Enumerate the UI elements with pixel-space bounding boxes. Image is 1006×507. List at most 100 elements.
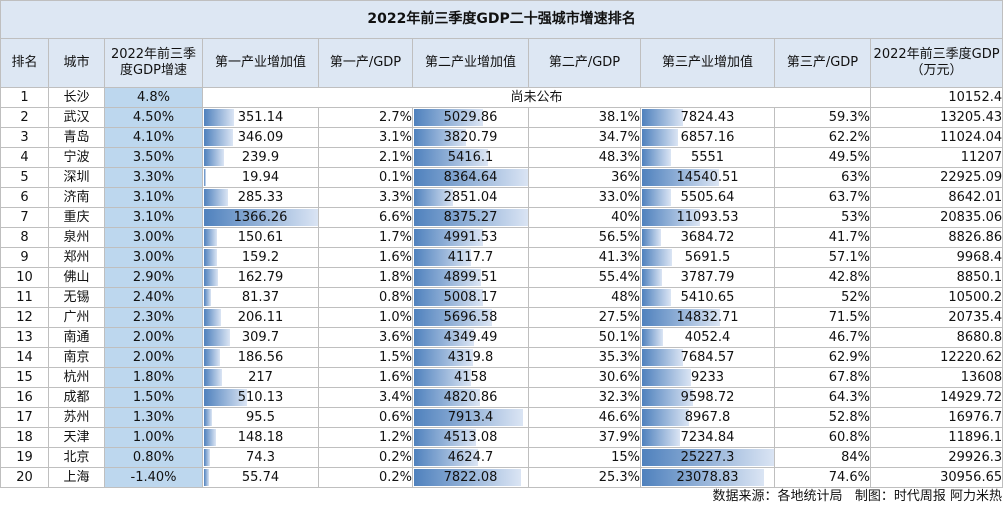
city-cell: 郑州 bbox=[48, 247, 105, 268]
tertiary-value-cell-value: 9233 bbox=[690, 370, 725, 385]
secondary-value-cell-bar bbox=[414, 269, 482, 286]
growth-cell: 4.10% bbox=[104, 127, 203, 148]
secondary-share-cell: 34.7% bbox=[528, 127, 641, 148]
tertiary-share-cell: 74.6% bbox=[774, 467, 871, 488]
table-row: 6 济南 3.10% 285.33 3.3% 2851.04 33.0% 5505.64 63.… bbox=[0, 187, 1004, 208]
secondary-value-cell-bar bbox=[414, 449, 478, 466]
secondary-value-cell-value: 4117.7 bbox=[447, 250, 494, 265]
secondary-value-cell-bar bbox=[414, 469, 522, 486]
growth-cell: 3.00% bbox=[104, 227, 203, 248]
secondary-value-cell-bar bbox=[414, 209, 528, 226]
tertiary-value-cell: 7234.84 bbox=[640, 427, 775, 448]
tertiary-value-cell-value: 9598.72 bbox=[680, 390, 735, 405]
primary-value-cell-bar bbox=[204, 209, 318, 226]
secondary-share-cell: 50.1% bbox=[528, 327, 641, 348]
growth-cell: 3.50% bbox=[104, 147, 203, 168]
tertiary-value-cell: 3787.79 bbox=[640, 267, 775, 288]
city-cell: 无锡 bbox=[48, 287, 105, 308]
secondary-value-cell-value: 4349.49 bbox=[443, 330, 498, 345]
tertiary-value-cell: 14540.51 bbox=[640, 167, 775, 188]
table-row: 19 北京 0.80% 74.3 0.2% 4624.7 15% 25227.3 84% 2992… bbox=[0, 447, 1004, 468]
primary-value-cell-value: 206.11 bbox=[237, 310, 284, 325]
primary-value-cell-bar bbox=[204, 349, 220, 366]
tertiary-value-cell-bar bbox=[642, 329, 664, 346]
secondary-value-cell-bar bbox=[414, 169, 528, 186]
tertiary-value-cell: 25227.3 bbox=[640, 447, 775, 468]
tertiary-value-cell-bar bbox=[642, 349, 683, 366]
table-row: 13 南通 2.00% 309.7 3.6% 4349.49 50.1% 4052.4 46.7… bbox=[0, 327, 1004, 348]
tertiary-value-cell: 11093.53 bbox=[640, 207, 775, 228]
tertiary-share-cell: 62.9% bbox=[774, 347, 871, 368]
tertiary-value-cell-value: 7234.84 bbox=[680, 430, 735, 445]
primary-share-cell: 3.3% bbox=[318, 187, 413, 208]
gdp-cell: 8826.86 bbox=[869, 227, 1004, 248]
header-primary-value: 第一产业增加值 bbox=[202, 38, 319, 88]
secondary-value-cell: 4158 bbox=[412, 367, 529, 388]
secondary-value-cell: 5696.58 bbox=[412, 307, 529, 328]
rank-cell: 2 bbox=[0, 107, 49, 128]
tertiary-value-cell: 8967.8 bbox=[640, 407, 775, 428]
secondary-value-cell: 5008.17 bbox=[412, 287, 529, 308]
gdp-cell: 11024.04 bbox=[869, 127, 1004, 148]
primary-value-cell: 239.9 bbox=[202, 147, 319, 168]
secondary-value-cell-value: 4319.8 bbox=[447, 350, 494, 365]
primary-value-cell-bar bbox=[204, 389, 247, 406]
tertiary-share-cell: 63% bbox=[774, 167, 871, 188]
tertiary-value-cell-value: 5691.5 bbox=[684, 250, 731, 265]
growth-cell: 1.50% bbox=[104, 387, 203, 408]
primary-value-cell-value: 19.94 bbox=[241, 170, 280, 185]
growth-cell: 3.00% bbox=[104, 247, 203, 268]
tertiary-value-cell-bar bbox=[642, 249, 672, 266]
secondary-value-cell-value: 4513.08 bbox=[443, 430, 498, 445]
city-cell: 北京 bbox=[48, 447, 105, 468]
rank-cell: 4 bbox=[0, 147, 49, 168]
secondary-value-cell-value: 7913.4 bbox=[447, 410, 494, 425]
secondary-value-cell: 8364.64 bbox=[412, 167, 529, 188]
header-secondary-value: 第二产业增加值 bbox=[412, 38, 529, 88]
secondary-value-cell-value: 5029.86 bbox=[443, 110, 498, 125]
primary-share-cell: 3.1% bbox=[318, 127, 413, 148]
tertiary-value-cell-bar bbox=[642, 369, 691, 386]
header-growth: 2022年前三季度GDP增速 bbox=[104, 38, 203, 88]
secondary-value-cell-bar bbox=[414, 409, 523, 426]
gdp-table: 2022年前三季度GDP二十强城市增速排名 排名 城市 2022年前三季度GDP… bbox=[0, 0, 1004, 488]
tertiary-value-cell: 5505.64 bbox=[640, 187, 775, 208]
primary-value-cell-bar bbox=[204, 109, 234, 126]
primary-value-cell-bar bbox=[204, 309, 222, 326]
tertiary-value-cell-bar bbox=[642, 309, 721, 326]
growth-cell: 1.80% bbox=[104, 367, 203, 388]
primary-share-cell: 3.6% bbox=[318, 327, 413, 348]
tertiary-value-cell-value: 5551 bbox=[690, 150, 725, 165]
primary-share-cell: 3.4% bbox=[318, 387, 413, 408]
rank-cell: 13 bbox=[0, 327, 49, 348]
header-row: 排名 城市 2022年前三季度GDP增速 第一产业增加值 第一产/GDP 第二产… bbox=[0, 38, 1004, 88]
primary-value-cell-value: 351.14 bbox=[237, 110, 284, 125]
tertiary-share-cell: 52% bbox=[774, 287, 871, 308]
rank-cell: 18 bbox=[0, 427, 49, 448]
growth-cell: 1.30% bbox=[104, 407, 203, 428]
rank-cell: 1 bbox=[0, 87, 49, 108]
secondary-share-cell: 40% bbox=[528, 207, 641, 228]
tertiary-value-cell-value: 11093.53 bbox=[676, 210, 739, 225]
table-row: 20 上海 -1.40% 55.74 0.2% 7822.08 25.3% 23078.83 7… bbox=[0, 467, 1004, 488]
rank-cell: 15 bbox=[0, 367, 49, 388]
tertiary-value-cell-value: 14540.51 bbox=[676, 170, 739, 185]
secondary-value-cell: 4991.53 bbox=[412, 227, 529, 248]
rank-cell: 10 bbox=[0, 267, 49, 288]
gdp-cell: 11896.1 bbox=[869, 427, 1004, 448]
tertiary-value-cell-bar bbox=[642, 389, 693, 406]
city-cell: 泉州 bbox=[48, 227, 105, 248]
city-cell: 天津 bbox=[48, 427, 105, 448]
city-cell: 武汉 bbox=[48, 107, 105, 128]
primary-share-cell: 1.5% bbox=[318, 347, 413, 368]
primary-value-cell: 159.2 bbox=[202, 247, 319, 268]
header-rank: 排名 bbox=[0, 38, 49, 88]
secondary-value-cell-bar bbox=[414, 129, 467, 146]
rank-cell: 5 bbox=[0, 167, 49, 188]
tertiary-value-cell-value: 3787.79 bbox=[680, 270, 735, 285]
primary-value-cell-bar bbox=[204, 249, 218, 266]
table-row: 4 宁波 3.50% 239.9 2.1% 5416.1 48.3% 5551 49.5% 112… bbox=[0, 147, 1004, 168]
gdp-cell: 13608 bbox=[869, 367, 1004, 388]
tertiary-value-cell: 5410.65 bbox=[640, 287, 775, 308]
secondary-value-cell-bar bbox=[414, 329, 474, 346]
